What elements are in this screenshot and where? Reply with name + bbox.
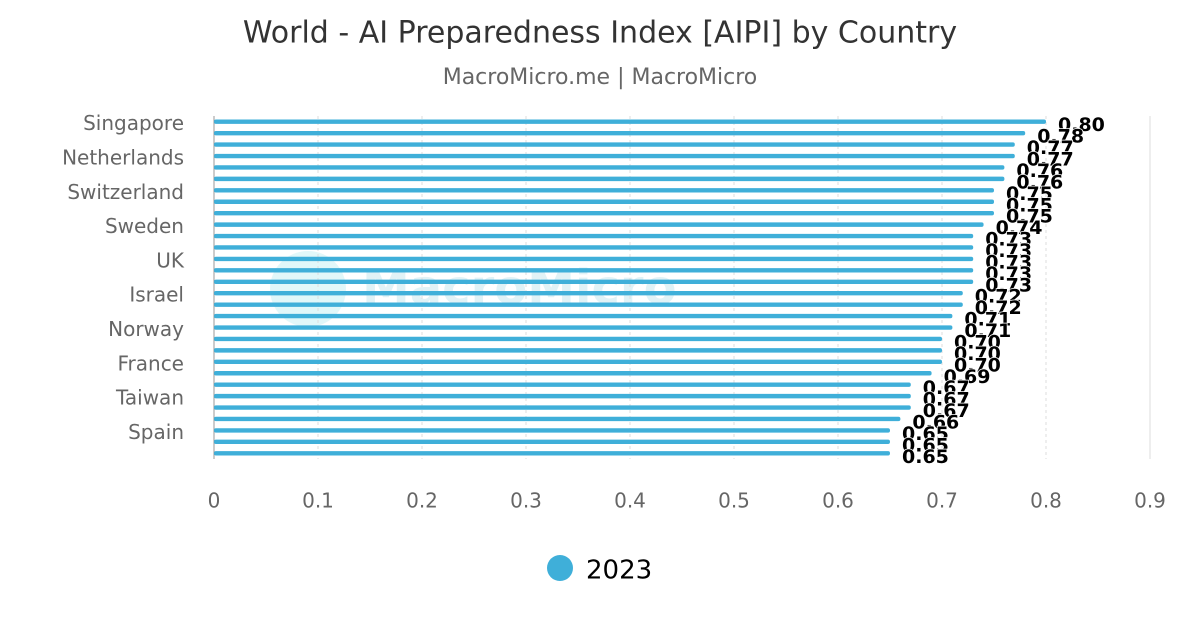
bar (214, 233, 974, 239)
x-tick-label: 0.2 (406, 489, 438, 513)
bar (214, 336, 942, 342)
data-label: 0.73 (985, 274, 1032, 296)
data-label: 0.73 (985, 263, 1032, 285)
data-label: 0.77 (1027, 149, 1074, 171)
data-label: 0.75 (1006, 194, 1053, 216)
bar (214, 210, 994, 216)
x-tick-label: 0.4 (614, 489, 646, 513)
bar (214, 199, 994, 204)
bar (214, 142, 1015, 147)
bar (214, 359, 942, 365)
data-label: 0.70 (954, 343, 1001, 365)
y-tick-label: Switzerland (67, 180, 184, 204)
data-label: 0.67 (923, 389, 970, 411)
bar (214, 188, 994, 193)
chart-subtitle: MacroMicro.me | MacroMicro (443, 65, 758, 90)
legend-label: 2023 (586, 556, 652, 586)
x-tick-label: 0.5 (718, 489, 750, 513)
data-label: 0.74 (996, 217, 1043, 239)
bar (214, 256, 974, 262)
data-label: 0.73 (985, 229, 1032, 251)
bar (214, 428, 890, 433)
y-tick-label: France (117, 351, 184, 375)
bar (214, 348, 942, 353)
data-label: 0.67 (923, 377, 970, 399)
bar (214, 222, 984, 227)
x-tick-label: 0.8 (1030, 489, 1062, 513)
bar (214, 325, 953, 330)
bar (214, 176, 1005, 182)
bar (214, 291, 963, 296)
data-label: 0.75 (1006, 183, 1053, 205)
data-label: 0.71 (964, 320, 1011, 342)
data-label: 0.77 (1027, 137, 1074, 159)
bar (214, 405, 911, 410)
bar (214, 268, 974, 273)
bar (214, 302, 963, 307)
bar (214, 130, 1026, 136)
x-tick-label: 0.7 (926, 489, 958, 513)
legend-marker (547, 555, 573, 581)
data-label: 0.65 (902, 434, 949, 456)
x-tick-label: 0 (208, 489, 221, 513)
bar (214, 119, 1046, 124)
bar (214, 313, 953, 319)
bar (214, 153, 1015, 159)
bar (214, 416, 901, 422)
data-label: 0.67 (923, 400, 970, 422)
data-label: 0.65 (902, 423, 949, 445)
y-tick-label: Israel (129, 283, 184, 307)
x-tick-label: 0.6 (822, 489, 854, 513)
bar (214, 245, 974, 250)
data-label: 0.70 (954, 331, 1001, 353)
bar (214, 393, 911, 399)
bar (214, 451, 890, 456)
x-tick-label: 0.3 (510, 489, 542, 513)
bar (214, 371, 932, 376)
data-label: 0.73 (985, 251, 1032, 273)
chart-title: World - AI Preparedness Index [AIPI] by … (243, 16, 957, 51)
data-label: 0.75 (1006, 206, 1053, 228)
data-label: 0.80 (1058, 114, 1105, 136)
data-label: 0.78 (1037, 126, 1084, 148)
bar (214, 165, 1005, 170)
bar (214, 382, 911, 387)
y-tick-label: Singapore (83, 111, 184, 135)
y-tick-label: Sweden (105, 214, 184, 238)
data-label: 0.76 (1016, 171, 1063, 193)
data-label: 0.73 (985, 240, 1032, 262)
y-tick-label: Taiwan (115, 386, 184, 410)
data-label: 0.71 (964, 309, 1011, 331)
data-label: 0.66 (912, 411, 959, 433)
y-tick-label: UK (156, 248, 185, 272)
bar (214, 279, 974, 284)
y-tick-label: Netherlands (62, 146, 184, 170)
y-tick-label: Norway (108, 317, 184, 341)
y-tick-label: Spain (128, 420, 184, 444)
bar (214, 439, 890, 445)
data-label: 0.70 (954, 354, 1001, 376)
data-label: 0.69 (944, 366, 991, 388)
data-label: 0.72 (975, 286, 1022, 308)
x-tick-label: 0.1 (302, 489, 334, 513)
x-tick-label: 0.9 (1134, 489, 1166, 513)
data-label: 0.72 (975, 297, 1022, 319)
data-label: 0.65 (902, 446, 949, 468)
data-label: 0.76 (1016, 160, 1063, 182)
